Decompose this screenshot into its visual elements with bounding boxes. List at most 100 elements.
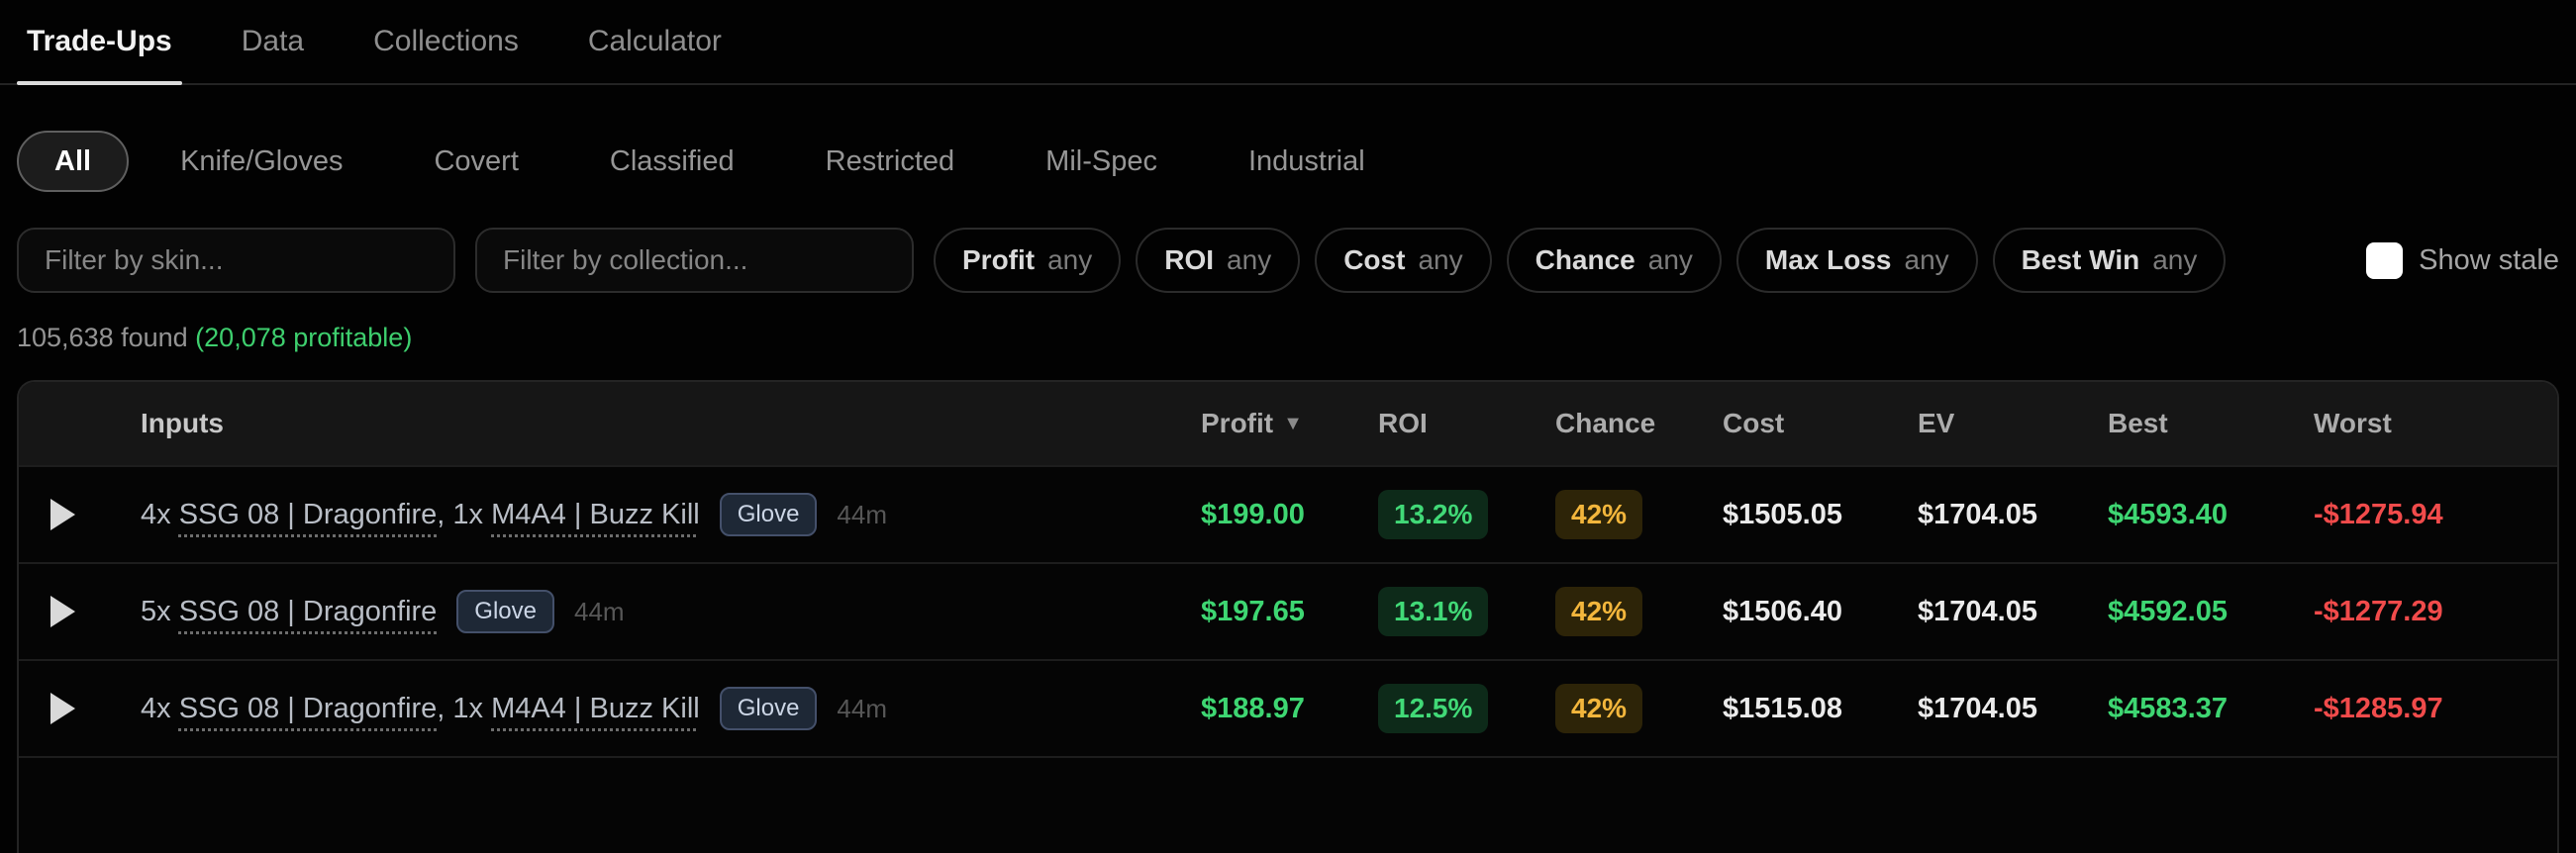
show-stale-control: Show stale [2366, 241, 2559, 279]
chance-badge: 42% [1555, 587, 1643, 636]
results-found-count: 105,638 found [17, 323, 196, 352]
ev-value: $1704.05 [1918, 595, 2037, 627]
profit-value: $199.00 [1201, 498, 1305, 530]
inputs-cell: 4x SSG 08 | Dragonfire, 1x M4A4 | Buzz K… [141, 493, 1201, 536]
filter-toolbar: Profit any ROI any Cost any Chance any M… [17, 228, 2559, 293]
chance-filter-value: any [1647, 244, 1693, 275]
tab-data[interactable]: Data [241, 25, 305, 57]
column-header-profit[interactable]: Profit ▼ [1201, 408, 1303, 438]
input-skins: 4x SSG 08 | Dragonfire, 1x M4A4 | Buzz K… [141, 692, 700, 724]
collection-filter-input[interactable] [475, 228, 914, 293]
profit-value: $188.97 [1201, 692, 1305, 724]
column-header-inputs[interactable]: Inputs [141, 408, 224, 438]
rarity-filter-mil-spec[interactable]: Mil-Spec [1045, 144, 1157, 177]
cost-filter-button[interactable]: Cost any [1315, 228, 1492, 293]
max-loss-filter-label: Max Loss [1764, 244, 1892, 275]
best-value: $4592.05 [2108, 595, 2228, 627]
rarity-filter-all[interactable]: All [17, 131, 130, 192]
input-skins: 5x SSG 08 | Dragonfire [141, 595, 438, 627]
column-header-best[interactable]: Best [2108, 408, 2168, 438]
glove-badge: Glove [719, 493, 818, 536]
show-stale-checkbox[interactable] [2366, 241, 2404, 279]
skin-link[interactable]: M4A4 | Buzz Kill [491, 692, 700, 724]
expand-row-button[interactable] [19, 499, 141, 530]
profit-filter-button[interactable]: Profit any [934, 228, 1122, 293]
table-row-partial[interactable] [19, 756, 2557, 853]
expand-row-button[interactable] [19, 596, 141, 627]
filter-pills: Profit any ROI any Cost any Chance any M… [934, 228, 2227, 293]
roi-badge: 13.2% [1378, 490, 1489, 539]
expand-triangle-icon [50, 693, 75, 724]
expand-row-button[interactable] [19, 693, 141, 724]
skin-link[interactable]: SSG 08 | Dragonfire [178, 595, 438, 627]
chance-filter-button[interactable]: Chance any [1506, 228, 1722, 293]
trade-ups-table: Inputs Profit ▼ ROI Chance Cost EV Best W… [17, 380, 2559, 853]
roi-filter-label: ROI [1164, 244, 1215, 275]
chance-filter-label: Chance [1535, 244, 1635, 275]
rarity-filter-industrial[interactable]: Industrial [1247, 144, 1365, 177]
column-header-cost[interactable]: Cost [1723, 408, 1785, 438]
age-label: 44m [837, 693, 887, 723]
best-value: $4593.40 [2108, 498, 2228, 530]
table-row[interactable]: 4x SSG 08 | Dragonfire, 1x M4A4 | Buzz K… [19, 465, 2557, 562]
worst-value: -$1277.29 [2314, 595, 2443, 627]
cost-value: $1506.40 [1723, 595, 1842, 627]
best-win-filter-button[interactable]: Best Win any [1992, 228, 2227, 293]
input-skins: 4x SSG 08 | Dragonfire, 1x M4A4 | Buzz K… [141, 498, 700, 530]
table-row[interactable]: 4x SSG 08 | Dragonfire, 1x M4A4 | Buzz K… [19, 659, 2557, 756]
expand-triangle-icon [50, 499, 75, 530]
expand-triangle-icon [50, 596, 75, 627]
age-label: 44m [574, 596, 625, 626]
cost-value: $1515.08 [1723, 692, 1842, 724]
roi-filter-value: any [1227, 244, 1272, 275]
tab-trade-ups[interactable]: Trade-Ups [17, 0, 182, 85]
column-header-roi[interactable]: ROI [1378, 408, 1428, 438]
rarity-filter-restricted[interactable]: Restricted [825, 144, 955, 177]
table-header: Inputs Profit ▼ ROI Chance Cost EV Best W… [19, 382, 2557, 465]
sort-desc-icon: ▼ [1283, 412, 1303, 434]
rarity-filter-covert[interactable]: Covert [434, 144, 519, 177]
skin-link[interactable]: SSG 08 | Dragonfire [178, 692, 438, 724]
show-stale-label: Show stale [2419, 243, 2559, 276]
roi-filter-button[interactable]: ROI any [1136, 228, 1301, 293]
cost-value: $1505.05 [1723, 498, 1842, 530]
roi-badge: 13.1% [1378, 587, 1489, 636]
ev-value: $1704.05 [1918, 692, 2037, 724]
worst-value: -$1275.94 [2314, 498, 2443, 530]
results-profitable-count: (20,078 profitable) [195, 323, 413, 352]
best-win-filter-label: Best Win [2021, 244, 2140, 275]
profit-filter-label: Profit [962, 244, 1036, 275]
glove-badge: Glove [456, 590, 554, 633]
cost-filter-label: Cost [1343, 244, 1406, 275]
column-header-worst[interactable]: Worst [2314, 408, 2392, 438]
column-header-ev[interactable]: EV [1918, 408, 1955, 438]
max-loss-filter-button[interactable]: Max Loss any [1735, 228, 1978, 293]
rarity-filter-knife-gloves[interactable]: Knife/Gloves [180, 144, 344, 177]
profit-filter-value: any [1047, 244, 1093, 275]
skin-link[interactable]: M4A4 | Buzz Kill [491, 498, 700, 530]
chance-badge: 42% [1555, 490, 1643, 539]
top-nav: Trade-Ups Data Collections Calculator [0, 0, 2576, 85]
roi-badge: 12.5% [1378, 684, 1489, 733]
tab-calculator[interactable]: Calculator [587, 25, 722, 57]
profit-value: $197.65 [1201, 595, 1305, 627]
glove-badge: Glove [719, 687, 818, 730]
tab-collections[interactable]: Collections [373, 25, 519, 57]
worst-value: -$1285.97 [2314, 692, 2443, 724]
ev-value: $1704.05 [1918, 498, 2037, 530]
skin-filter-input[interactable] [17, 228, 455, 293]
age-label: 44m [837, 499, 887, 529]
cost-filter-value: any [1418, 244, 1463, 275]
chance-badge: 42% [1555, 684, 1643, 733]
inputs-cell: 5x SSG 08 | Dragonfire Glove 44m [141, 590, 1201, 633]
inputs-cell: 4x SSG 08 | Dragonfire, 1x M4A4 | Buzz K… [141, 687, 1201, 730]
skin-link[interactable]: SSG 08 | Dragonfire [178, 498, 438, 530]
rarity-filter-classified[interactable]: Classified [609, 144, 735, 177]
best-value: $4583.37 [2108, 692, 2228, 724]
best-win-filter-value: any [2152, 244, 2198, 275]
max-loss-filter-value: any [1904, 244, 1949, 275]
table-row[interactable]: 5x SSG 08 | Dragonfire Glove 44m $197.65… [19, 562, 2557, 659]
column-header-chance[interactable]: Chance [1555, 408, 1656, 438]
rarity-filter-bar: All Knife/Gloves Covert Classified Restr… [17, 131, 2559, 192]
results-count: 105,638 found (20,078 profitable) [17, 323, 2559, 353]
